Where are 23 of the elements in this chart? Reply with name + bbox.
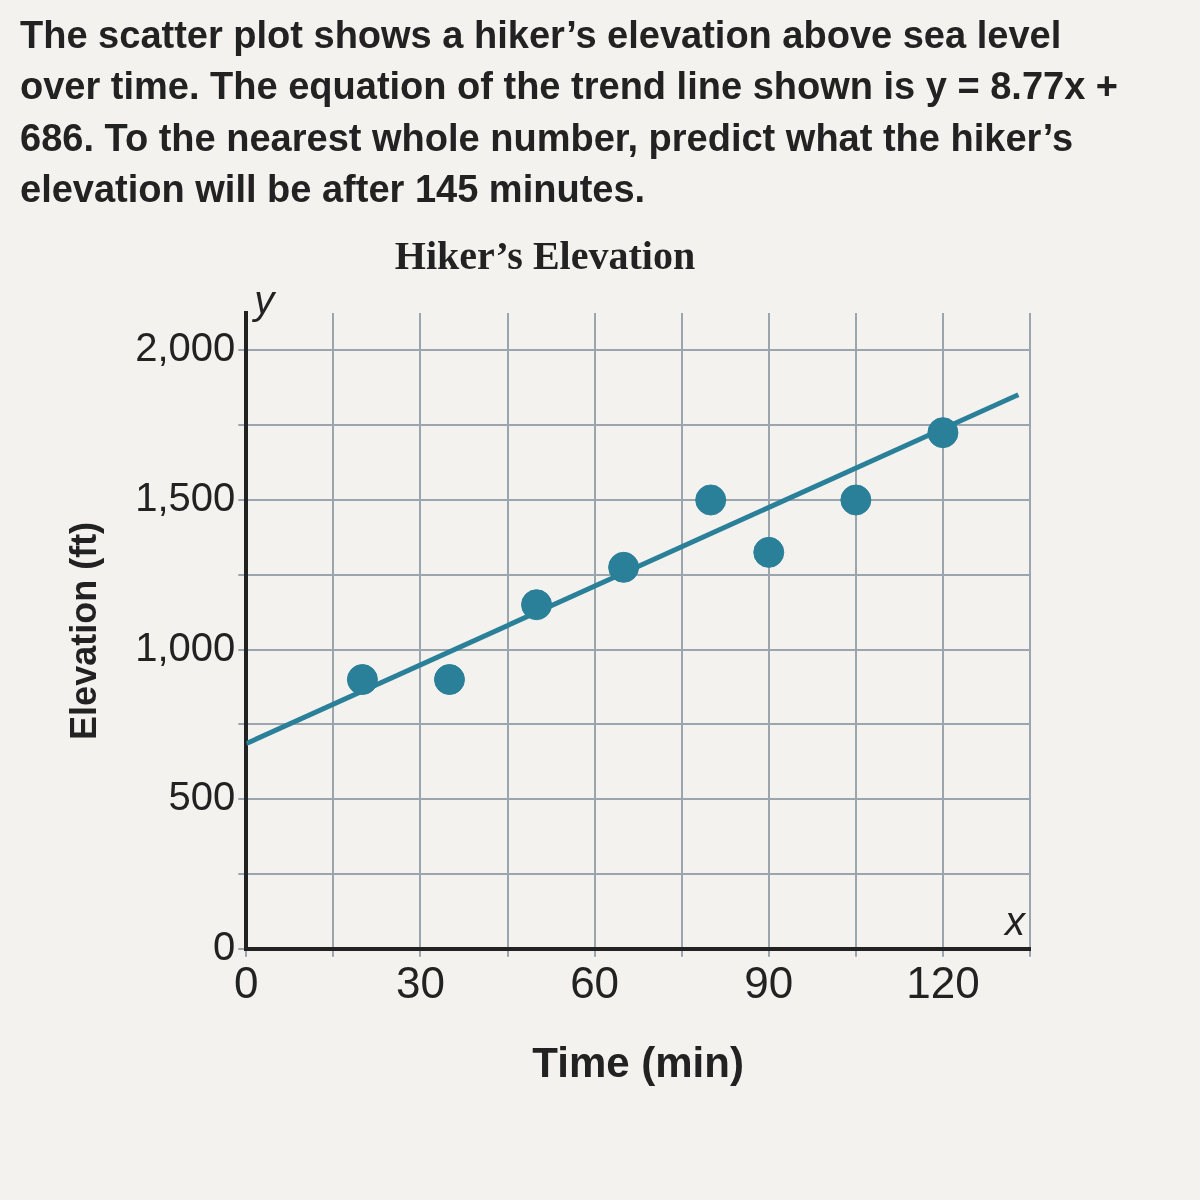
x-tick-label: 90 (744, 958, 794, 1008)
point (753, 537, 785, 569)
point (433, 664, 465, 696)
y-tick-label: 0 (213, 924, 236, 969)
point (608, 552, 640, 584)
y-axis-title: Elevation (ft) (62, 522, 104, 741)
point (346, 664, 378, 696)
text: The scatter plot shows a hiker’s elevation above sea level over time. The equation of the trend line shown is y = 8.77x + 686. To the nearest whole number, predict what the hiker’s elevation will be after 145 minutes. (20, 13, 1120, 212)
x-axis-title: Time (min) (532, 1039, 744, 1087)
y-tick-label: 500 (168, 774, 236, 819)
point (927, 417, 959, 449)
y-tick-label: 1,500 (135, 475, 236, 520)
chart-title: Hiker’s Elevation (394, 233, 696, 279)
x-tick-label: 120 (906, 958, 980, 1008)
x-tick-label: 60 (570, 958, 620, 1008)
x-tick-label: 30 (395, 958, 445, 1008)
y-tick-label: 2,000 (135, 325, 236, 370)
annotation: y (251, 278, 278, 323)
point (840, 484, 872, 516)
annotation: x (1003, 899, 1027, 944)
y-tick-label: 1,000 (135, 624, 236, 669)
point (521, 589, 553, 621)
point (695, 484, 727, 516)
